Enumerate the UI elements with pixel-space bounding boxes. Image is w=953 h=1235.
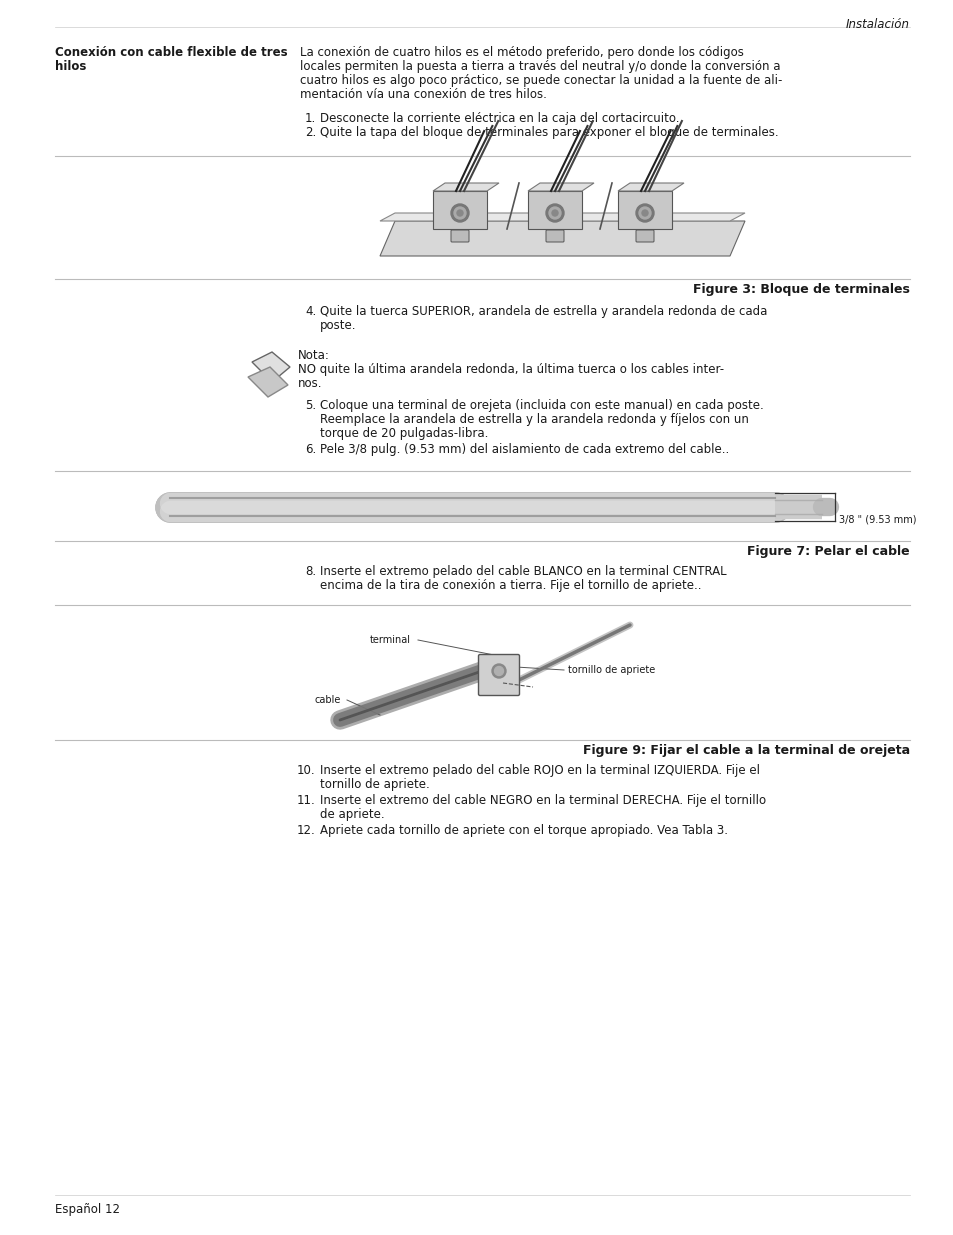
FancyBboxPatch shape <box>451 230 469 242</box>
Text: Pele 3/8 pulg. (9.53 mm) del aislamiento de cada extremo del cable..: Pele 3/8 pulg. (9.53 mm) del aislamiento… <box>319 443 728 456</box>
Polygon shape <box>527 191 581 228</box>
Text: Nota:: Nota: <box>297 350 330 362</box>
Text: 10.: 10. <box>296 764 315 777</box>
Text: Inserte el extremo pelado del cable BLANCO en la terminal CENTRAL: Inserte el extremo pelado del cable BLAN… <box>319 564 726 578</box>
Circle shape <box>636 204 654 222</box>
Circle shape <box>639 207 650 219</box>
Text: La conexión de cuatro hilos es el método preferido, pero donde los códigos: La conexión de cuatro hilos es el método… <box>299 46 743 59</box>
Text: Figure 9: Fijar el cable a la terminal de orejeta: Figure 9: Fijar el cable a la terminal d… <box>582 743 909 757</box>
FancyBboxPatch shape <box>478 655 519 695</box>
Circle shape <box>545 204 563 222</box>
Text: nos.: nos. <box>297 377 322 390</box>
Text: Quite la tuerca SUPERIOR, arandela de estrella y arandela redonda de cada: Quite la tuerca SUPERIOR, arandela de es… <box>319 305 766 317</box>
Text: Quite la tapa del bloque de terminales para exponer el bloque de terminales.: Quite la tapa del bloque de terminales p… <box>319 126 778 140</box>
Circle shape <box>494 667 503 676</box>
Text: Conexión con cable flexible de tres: Conexión con cable flexible de tres <box>55 46 287 59</box>
Circle shape <box>552 210 558 216</box>
Text: NO quite la última arandela redonda, la última tuerca o los cables inter-: NO quite la última arandela redonda, la … <box>297 363 723 375</box>
Polygon shape <box>527 183 594 191</box>
Text: Figure 7: Pelar el cable: Figure 7: Pelar el cable <box>746 545 909 558</box>
Text: terminal: terminal <box>370 635 411 645</box>
Circle shape <box>454 207 465 219</box>
Text: Reemplace la arandela de estrella y la arandela redonda y fíjelos con un: Reemplace la arandela de estrella y la a… <box>319 412 748 426</box>
Circle shape <box>548 207 560 219</box>
Polygon shape <box>618 183 683 191</box>
Text: mentación vía una conexión de tres hilos.: mentación vía una conexión de tres hilos… <box>299 88 546 101</box>
Text: 12.: 12. <box>296 824 315 837</box>
Text: Instalación: Instalación <box>845 19 909 31</box>
Polygon shape <box>252 352 290 382</box>
Text: 8.: 8. <box>305 564 315 578</box>
Circle shape <box>492 664 505 678</box>
Text: Inserte el extremo pelado del cable ROJO en la terminal IZQUIERDA. Fije el: Inserte el extremo pelado del cable ROJO… <box>319 764 760 777</box>
Text: tornillo de apriete: tornillo de apriete <box>567 664 655 676</box>
Text: 11.: 11. <box>296 794 315 806</box>
Text: Desconecte la corriente eléctrica en la caja del cortacircuito.: Desconecte la corriente eléctrica en la … <box>319 112 679 125</box>
Text: locales permiten la puesta a tierra a través del neutral y/o donde la conversión: locales permiten la puesta a tierra a tr… <box>299 61 780 73</box>
Polygon shape <box>248 367 288 396</box>
Text: 1.: 1. <box>305 112 315 125</box>
Text: encima de la tira de conexión a tierra. Fije el tornillo de apriete..: encima de la tira de conexión a tierra. … <box>319 579 700 592</box>
Polygon shape <box>379 212 744 221</box>
Text: 6.: 6. <box>305 443 315 456</box>
Text: tornillo de apriete.: tornillo de apriete. <box>319 778 429 790</box>
Polygon shape <box>618 191 671 228</box>
Text: de apriete.: de apriete. <box>319 808 384 821</box>
FancyBboxPatch shape <box>636 230 654 242</box>
Polygon shape <box>379 221 744 256</box>
Text: Figure 3: Bloque de terminales: Figure 3: Bloque de terminales <box>693 283 909 296</box>
Text: cuatro hilos es algo poco práctico, se puede conectar la unidad a la fuente de a: cuatro hilos es algo poco práctico, se p… <box>299 74 781 86</box>
Text: torque de 20 pulgadas-libra.: torque de 20 pulgadas-libra. <box>319 427 488 440</box>
Text: Español 12: Español 12 <box>55 1203 120 1216</box>
Circle shape <box>451 204 469 222</box>
Text: hilos: hilos <box>55 61 87 73</box>
Text: poste.: poste. <box>319 319 356 332</box>
Text: cable: cable <box>314 695 341 705</box>
Text: Coloque una terminal de orejeta (incluida con este manual) en cada poste.: Coloque una terminal de orejeta (incluid… <box>319 399 763 412</box>
Text: 4.: 4. <box>305 305 315 317</box>
Text: 3/8 " (9.53 mm): 3/8 " (9.53 mm) <box>838 514 916 524</box>
Text: 5.: 5. <box>305 399 315 412</box>
FancyBboxPatch shape <box>545 230 563 242</box>
Text: Inserte el extremo del cable NEGRO en la terminal DERECHA. Fije el tornillo: Inserte el extremo del cable NEGRO en la… <box>319 794 765 806</box>
Text: Apriete cada tornillo de apriete con el torque apropiado. Vea Tabla 3.: Apriete cada tornillo de apriete con el … <box>319 824 727 837</box>
Text: 2.: 2. <box>305 126 315 140</box>
Polygon shape <box>433 191 486 228</box>
Polygon shape <box>433 183 498 191</box>
Circle shape <box>641 210 647 216</box>
Circle shape <box>456 210 462 216</box>
